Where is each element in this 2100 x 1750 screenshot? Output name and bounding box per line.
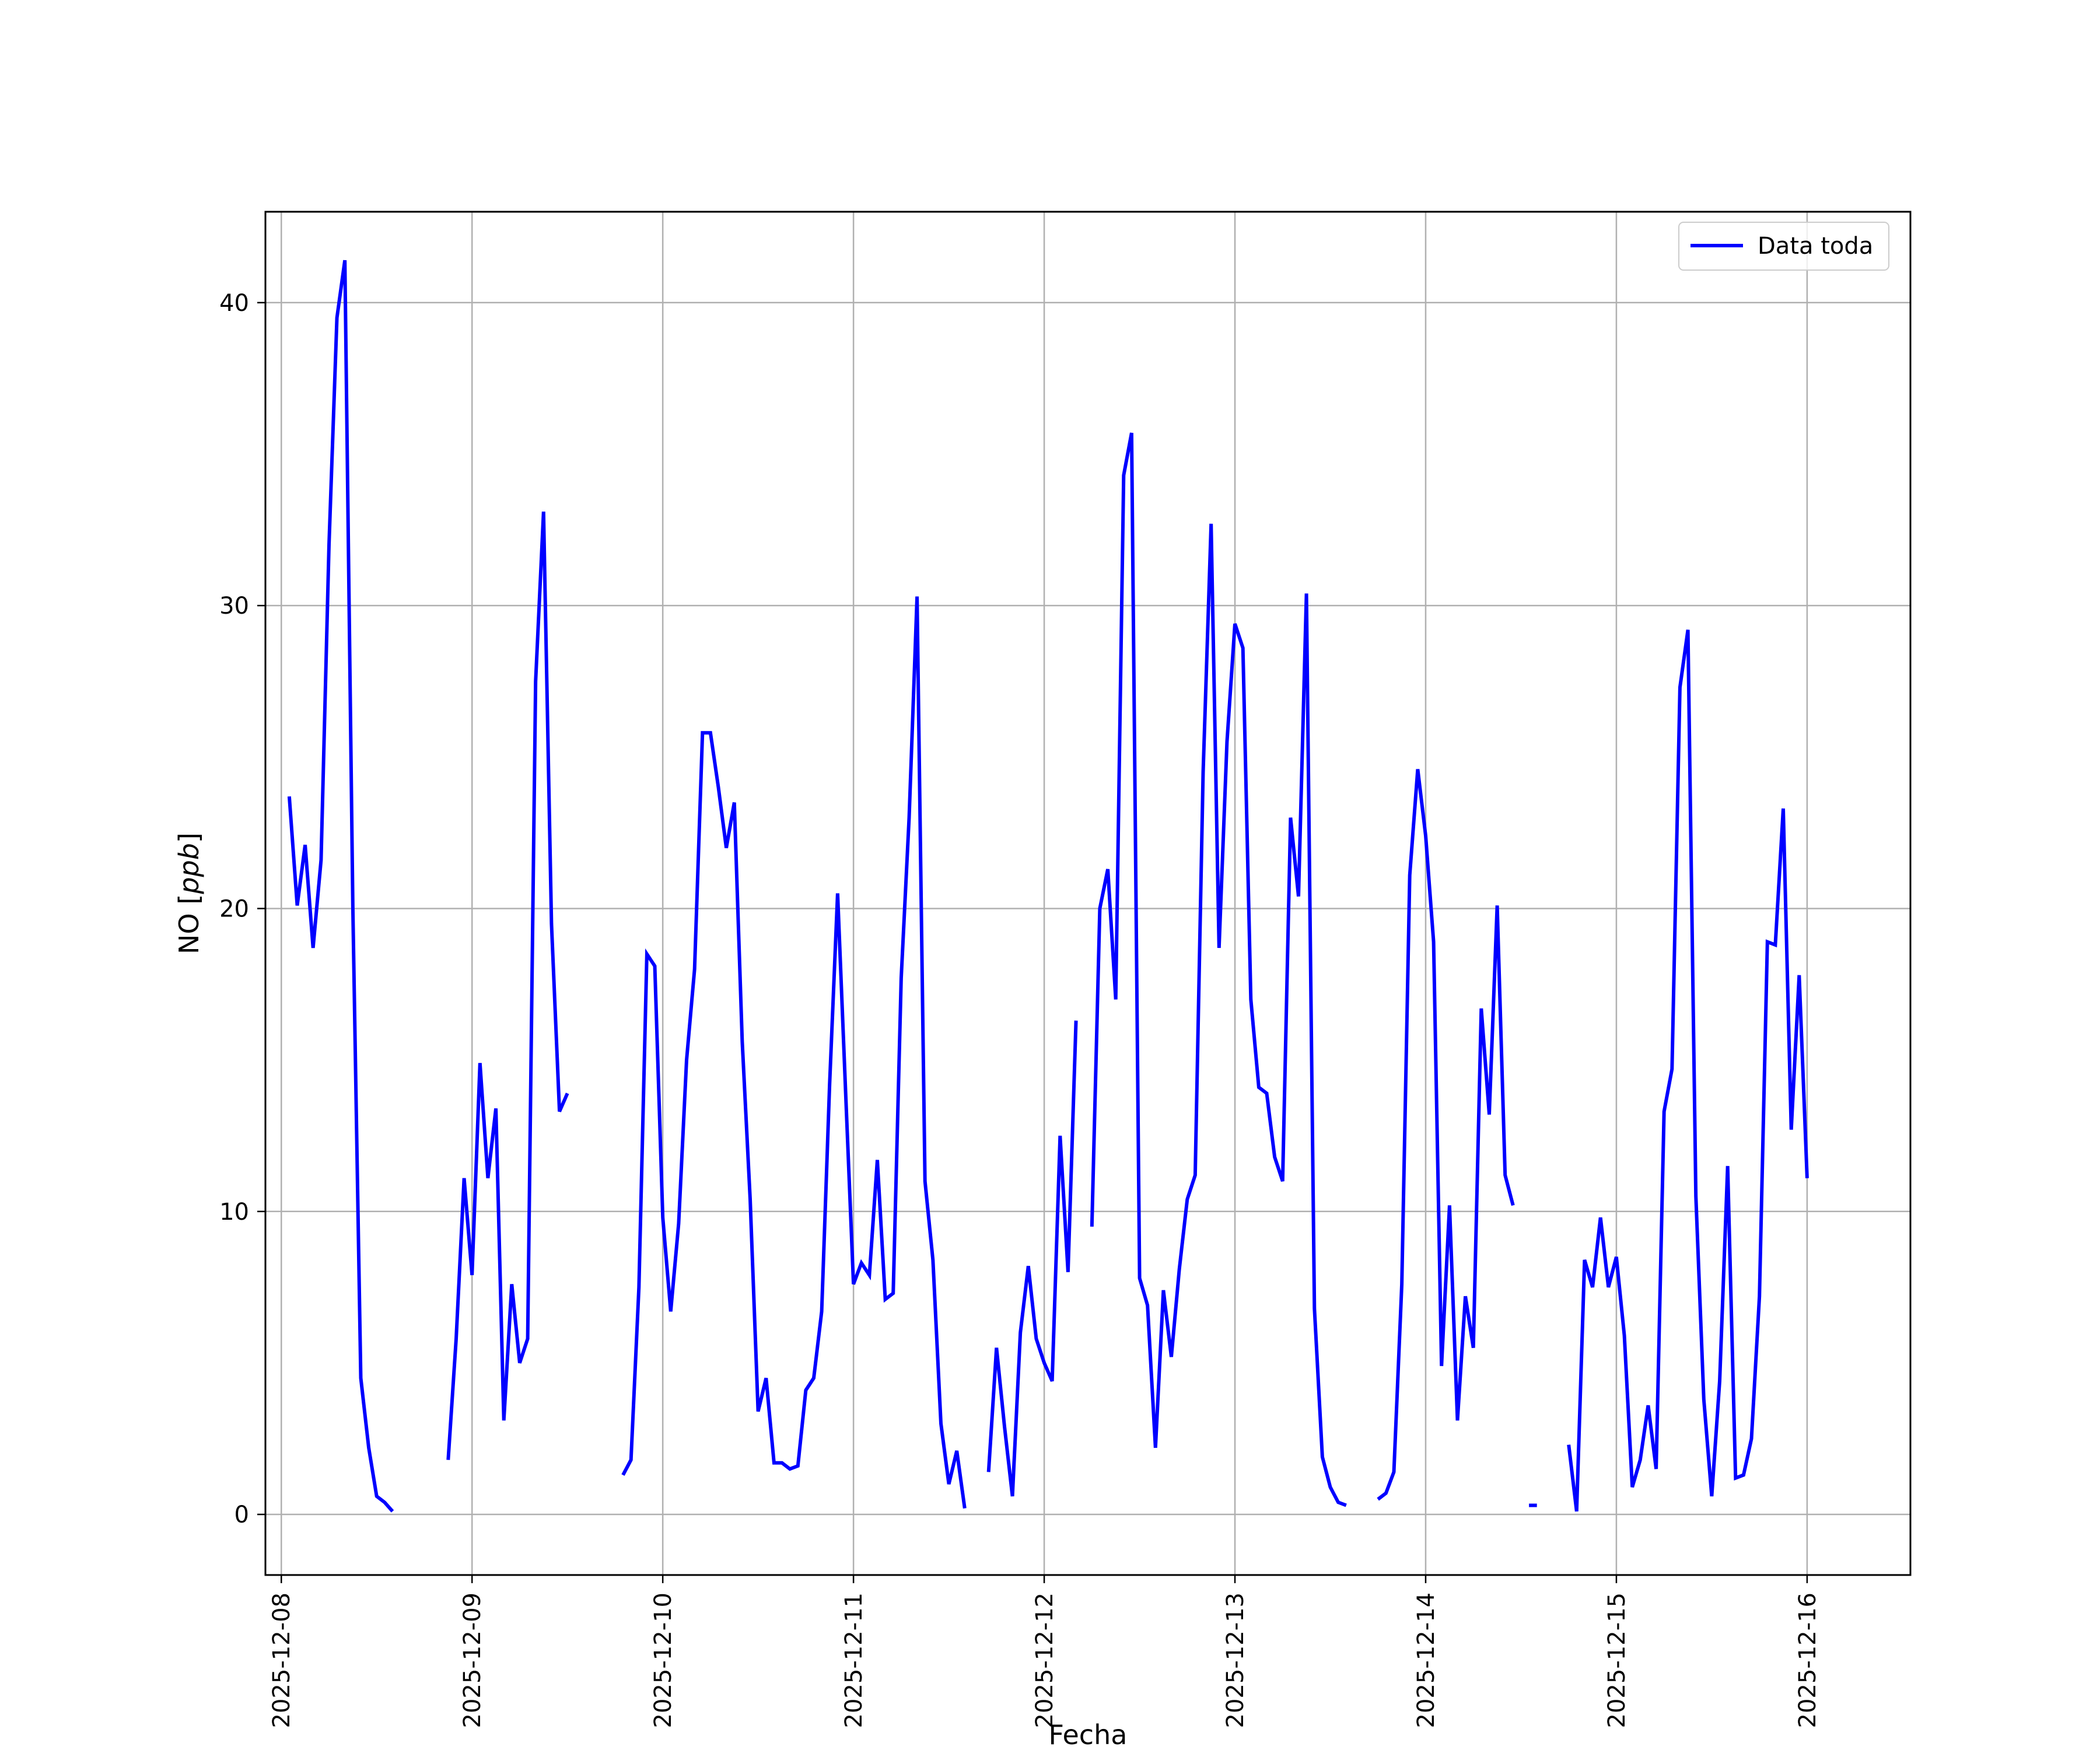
y-tick-label: 20 <box>219 895 249 922</box>
y-tick-label: 30 <box>219 593 249 620</box>
x-tick-label: 2025-12-09 <box>459 1592 486 1728</box>
x-tick-label: 2025-12-10 <box>650 1592 677 1728</box>
series-layer <box>287 260 1809 1513</box>
x-tick-label: 2025-12-15 <box>1604 1592 1630 1728</box>
x-tick-label: 2025-12-16 <box>1794 1592 1821 1728</box>
y-axis-title-quantity: NO <box>173 913 205 954</box>
y-tick-label: 0 <box>235 1502 249 1528</box>
series-line-segment-3 <box>986 1020 1078 1497</box>
x-tick-label: 2025-12-13 <box>1222 1592 1249 1728</box>
series-line-segment-5 <box>1377 769 1515 1501</box>
x-tick-label: 2025-12-14 <box>1413 1592 1440 1728</box>
series-line-segment-4 <box>1090 432 1347 1507</box>
x-axis-ticks: 2025-12-08 2025-12-09 2025-12-10 2025-12-11… <box>268 1575 1821 1728</box>
y-tick-label: 10 <box>219 1199 249 1226</box>
series-line-segment-2 <box>621 596 967 1509</box>
x-tick-label: 2025-12-11 <box>841 1592 867 1728</box>
y-axis-title: NO [ppb] <box>173 832 205 954</box>
series-line-segment-0 <box>287 260 394 1513</box>
legend-label: Data toda <box>1758 233 1873 260</box>
x-axis-title: Fecha <box>1049 1719 1128 1750</box>
x-tick-label: 2025-12-08 <box>268 1592 295 1728</box>
legend: Data toda <box>1678 222 1889 271</box>
grid-lines <box>265 212 1910 1575</box>
y-axis-title-unit: ppb <box>173 843 205 895</box>
y-tick-label: 40 <box>219 290 249 317</box>
series-line-segment-1 <box>446 511 569 1460</box>
x-tick-label: 2025-12-12 <box>1031 1592 1058 1728</box>
series-line-segment-7 <box>1567 629 1809 1512</box>
y-axis-ticks: 0 10 20 30 40 <box>219 290 265 1528</box>
legend-box <box>1678 222 1889 271</box>
plot-frame <box>264 211 1912 1576</box>
